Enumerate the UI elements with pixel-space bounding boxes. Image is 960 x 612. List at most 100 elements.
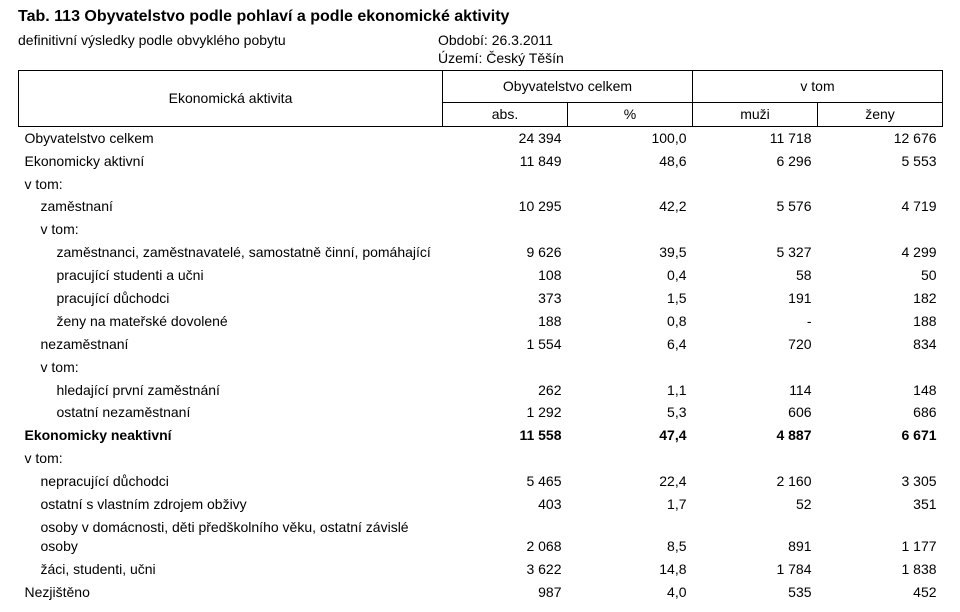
row-value: - — [693, 310, 818, 333]
table-row: Nezjištěno9874,0535452 — [19, 581, 943, 604]
row-value: 4 719 — [818, 195, 943, 218]
row-value: 148 — [818, 379, 943, 402]
row-value — [693, 356, 818, 379]
row-value: 1 177 — [818, 516, 943, 558]
row-value — [818, 447, 943, 470]
row-value: 14,8 — [568, 558, 693, 581]
table-row: ostatní s vlastním zdrojem obživy4031,75… — [19, 493, 943, 516]
row-value: 5 465 — [443, 470, 568, 493]
row-value — [443, 173, 568, 196]
row-value: 9 626 — [443, 241, 568, 264]
row-value — [443, 356, 568, 379]
area-value: Český Těšín — [486, 50, 564, 66]
row-value: 5,3 — [568, 401, 693, 424]
row-value — [818, 218, 943, 241]
row-value: 2 160 — [693, 470, 818, 493]
data-table: Ekonomická aktivita Obyvatelstvo celkem … — [18, 70, 943, 603]
row-value: 6 671 — [818, 424, 943, 447]
row-label: Ekonomicky neaktivní — [19, 424, 443, 447]
table-row: v tom: — [19, 447, 943, 470]
row-value: 3 305 — [818, 470, 943, 493]
table-row: nezaměstnaní1 5546,4720834 — [19, 333, 943, 356]
row-label: ostatní s vlastním zdrojem obživy — [19, 493, 443, 516]
row-label: v tom: — [19, 447, 443, 470]
row-value: 1 292 — [443, 401, 568, 424]
header-group-right: v tom — [693, 71, 943, 103]
row-value: 452 — [818, 581, 943, 604]
period-value: 26.3.2011 — [492, 32, 553, 48]
table-row: Ekonomicky aktivní11 84948,66 2965 553 — [19, 150, 943, 173]
row-value: 100,0 — [568, 126, 693, 149]
row-value: 58 — [693, 264, 818, 287]
table-row: hledající první zaměstnání2621,1114148 — [19, 379, 943, 402]
row-label: Obyvatelstvo celkem — [19, 126, 443, 149]
row-value: 2 068 — [443, 516, 568, 558]
row-label: zaměstnanci, zaměstnavatelé, samostatně … — [19, 241, 443, 264]
row-value: 6,4 — [568, 333, 693, 356]
row-value: 1 784 — [693, 558, 818, 581]
row-value: 1,1 — [568, 379, 693, 402]
row-value: 188 — [818, 310, 943, 333]
area: Území: Český Těšín — [438, 50, 942, 66]
row-value: 22,4 — [568, 470, 693, 493]
row-value — [568, 173, 693, 196]
table-row: Obyvatelstvo celkem24 394100,011 71812 6… — [19, 126, 943, 149]
subtitle-left: definitivní výsledky podle obvyklého pob… — [18, 32, 438, 48]
table-row: v tom: — [19, 356, 943, 379]
row-value: 1,7 — [568, 493, 693, 516]
row-label: zaměstnaní — [19, 195, 443, 218]
row-label: nepracující důchodci — [19, 470, 443, 493]
row-value: 686 — [818, 401, 943, 424]
row-value: 720 — [693, 333, 818, 356]
row-value: 11 718 — [693, 126, 818, 149]
row-value: 834 — [818, 333, 943, 356]
row-label: ženy na mateřské dovolené — [19, 310, 443, 333]
row-value — [693, 218, 818, 241]
row-label: žáci, studenti, učni — [19, 558, 443, 581]
row-label: nezaměstnaní — [19, 333, 443, 356]
subtitle-row: definitivní výsledky podle obvyklého pob… — [18, 32, 942, 48]
table-row: pracující důchodci3731,5191182 — [19, 287, 943, 310]
row-value: 0,4 — [568, 264, 693, 287]
row-label: v tom: — [19, 356, 443, 379]
table-row: zaměstnaní10 29542,25 5764 719 — [19, 195, 943, 218]
row-value — [693, 447, 818, 470]
row-label: pracující studenti a učni — [19, 264, 443, 287]
row-label: hledající první zaměstnání — [19, 379, 443, 402]
row-value: 24 394 — [443, 126, 568, 149]
row-value: 5 553 — [818, 150, 943, 173]
header-group-left: Obyvatelstvo celkem — [443, 71, 693, 103]
table-row: zaměstnanci, zaměstnavatelé, samostatně … — [19, 241, 943, 264]
table-row: v tom: — [19, 173, 943, 196]
table-row: v tom: — [19, 218, 943, 241]
header-col-men: muži — [693, 102, 818, 126]
table-row: žáci, studenti, učni3 62214,81 7841 838 — [19, 558, 943, 581]
row-value: 4,0 — [568, 581, 693, 604]
row-value: 1 554 — [443, 333, 568, 356]
row-value: 987 — [443, 581, 568, 604]
table-row: osoby v domácnosti, děti předškolního vě… — [19, 516, 943, 558]
row-value: 42,2 — [568, 195, 693, 218]
row-value — [568, 218, 693, 241]
row-value: 39,5 — [568, 241, 693, 264]
row-value: 114 — [693, 379, 818, 402]
row-value: 1 838 — [818, 558, 943, 581]
row-value — [818, 356, 943, 379]
row-value — [693, 173, 818, 196]
row-value: 262 — [443, 379, 568, 402]
row-value — [568, 356, 693, 379]
row-label: v tom: — [19, 218, 443, 241]
row-value: 188 — [443, 310, 568, 333]
header-col-women: ženy — [818, 102, 943, 126]
row-value: 3 622 — [443, 558, 568, 581]
header-rowhead: Ekonomická aktivita — [19, 71, 443, 127]
row-value: 606 — [693, 401, 818, 424]
row-value: 8,5 — [568, 516, 693, 558]
row-value: 12 676 — [818, 126, 943, 149]
row-value: 11 558 — [443, 424, 568, 447]
row-value: 52 — [693, 493, 818, 516]
row-value — [443, 218, 568, 241]
row-value: 4 887 — [693, 424, 818, 447]
table-body: Obyvatelstvo celkem24 394100,011 71812 6… — [19, 126, 943, 603]
row-value: 403 — [443, 493, 568, 516]
